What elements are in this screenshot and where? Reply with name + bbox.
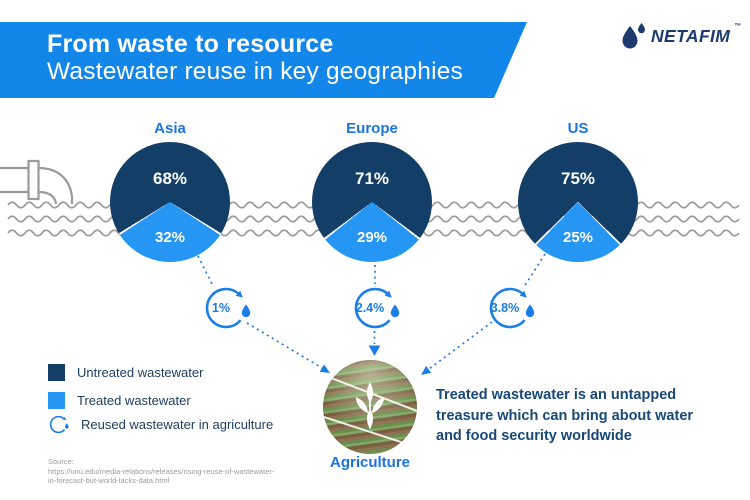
pie-group-us: US 75% 25% xyxy=(518,120,638,262)
untreated-percentage: 68% xyxy=(152,169,188,188)
untreated-swatch xyxy=(48,364,65,381)
pie-chart-asia: 68% 32% xyxy=(110,142,230,262)
reuse-badge-asia: 1% xyxy=(201,283,251,333)
untreated-percentage: 75% xyxy=(560,169,596,188)
page-title: From waste to resource xyxy=(47,30,334,58)
reuse-cycle-icon xyxy=(49,415,69,434)
cycle-arrow-drop-icon xyxy=(205,287,251,329)
pie-group-asia: Asia 68% 32% xyxy=(110,120,230,262)
region-label: Europe xyxy=(346,120,398,137)
header-banner: From waste to resource Wastewater reuse … xyxy=(0,22,527,98)
source-url: in-forecast-but-world-lacks-data.html xyxy=(48,476,170,485)
untreated-percentage: 71% xyxy=(354,169,390,188)
legend-label: Treated wastewater xyxy=(77,393,191,408)
source-url: https://unu.edu/media-relations/releases… xyxy=(48,466,275,476)
reuse-percentage: 3.8% xyxy=(490,301,520,315)
reuse-badge-us: 3.8% xyxy=(485,283,535,333)
agriculture-photo xyxy=(323,360,417,454)
treated-percentage: 29% xyxy=(356,229,388,246)
treated-percentage: 25% xyxy=(562,229,594,246)
cycle-arrow-drop-icon xyxy=(489,287,535,329)
treated-swatch xyxy=(48,392,65,409)
region-label: Asia xyxy=(154,120,186,137)
reuse-badge-europe: 2.4% xyxy=(350,283,400,333)
legend-item-untreated: Untreated wastewater xyxy=(48,364,203,381)
callout-text: Treated wastewater is an untapped treasu… xyxy=(436,387,694,444)
pie-group-europe: Europe 71% 29% xyxy=(312,120,432,262)
brand-name: NETAFIM xyxy=(651,26,731,46)
legend-label: Untreated wastewater xyxy=(77,365,204,380)
cycle-arrow-drop-icon xyxy=(354,287,400,329)
reuse-percentage: 1% xyxy=(211,301,231,315)
source-block: Source: https://unu.edu/media-relations/… xyxy=(48,457,274,486)
trademark-symbol: ™ xyxy=(734,23,742,30)
source-label: Source: xyxy=(48,457,74,466)
page-subtitle: Wastewater reuse in key geographies xyxy=(47,58,463,85)
pie-chart-europe: 71% 29% xyxy=(312,142,432,262)
netafim-logo: NETAFIM ™ xyxy=(621,22,741,50)
legend-label: Reused wastewater in agriculture xyxy=(81,417,274,432)
wastewater-pipe-icon xyxy=(0,159,74,205)
legend-item-reused: Reused wastewater in agriculture xyxy=(48,414,273,435)
pie-chart-us: 75% 25% xyxy=(518,142,638,262)
treated-percentage: 32% xyxy=(154,229,186,246)
region-label: US xyxy=(567,120,589,137)
agriculture-label: Agriculture xyxy=(329,454,410,471)
legend-item-treated: Treated wastewater xyxy=(48,392,191,409)
reuse-percentage: 2.4% xyxy=(355,301,385,315)
plant-icon xyxy=(355,382,385,429)
water-drops-icon xyxy=(622,23,645,49)
